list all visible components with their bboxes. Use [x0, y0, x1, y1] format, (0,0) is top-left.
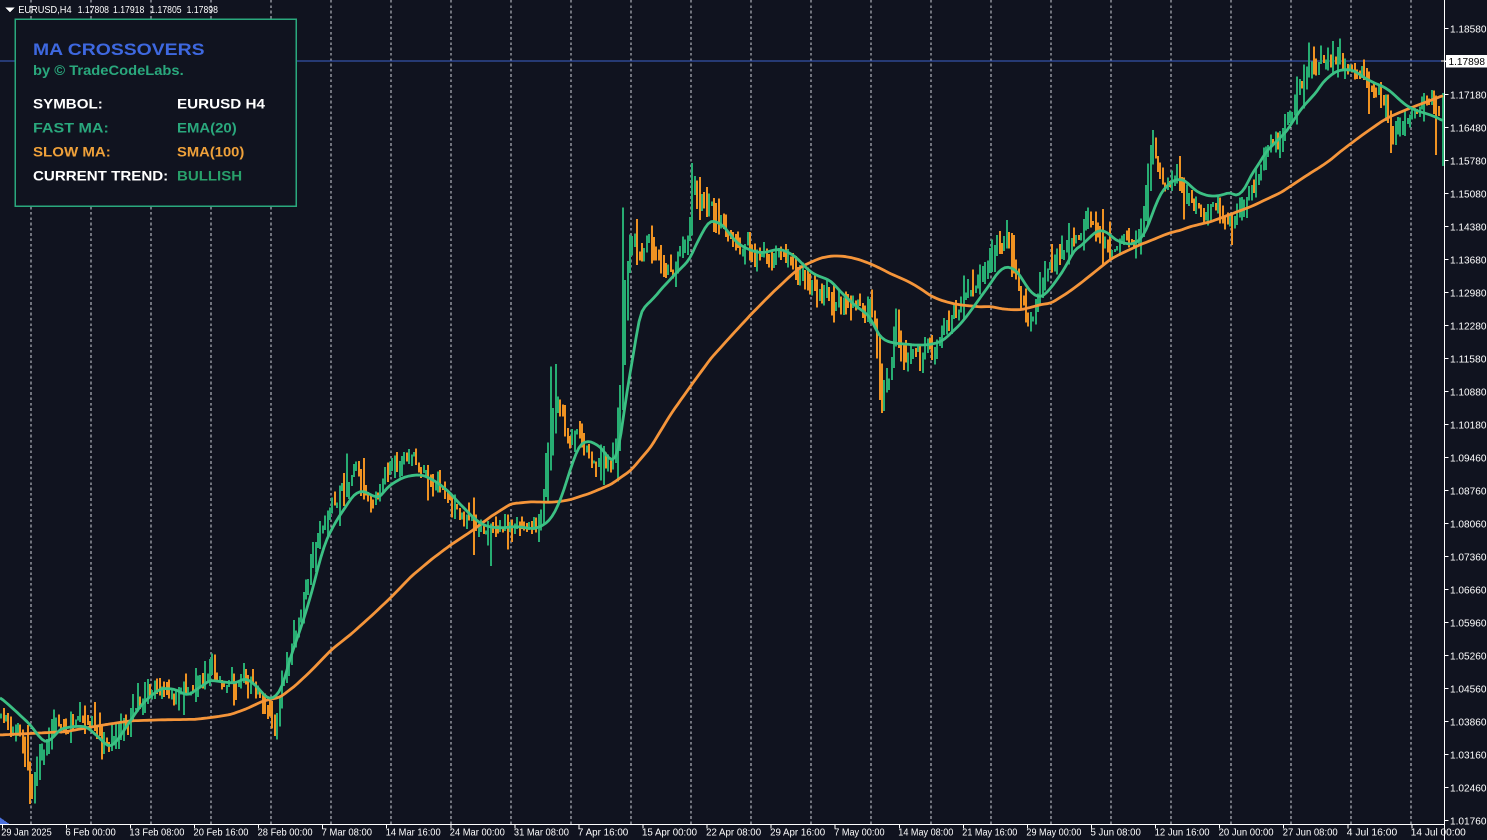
- svg-text:22 Apr 08:00: 22 Apr 08:00: [706, 827, 761, 839]
- svg-text:5 Jun 08:00: 5 Jun 08:00: [1091, 827, 1142, 839]
- svg-text:1.03160: 1.03160: [1450, 750, 1487, 762]
- svg-text:6 Feb 00:00: 6 Feb 00:00: [65, 827, 116, 839]
- svg-text:SMA(100): SMA(100): [177, 144, 244, 160]
- svg-text:1.15780: 1.15780: [1450, 156, 1487, 168]
- svg-text:1.06660: 1.06660: [1450, 585, 1487, 597]
- svg-text:28 Feb 00:00: 28 Feb 00:00: [258, 827, 313, 839]
- svg-text:7 May 00:00: 7 May 00:00: [834, 827, 885, 839]
- svg-text:1.04560: 1.04560: [1450, 684, 1487, 696]
- svg-text:29 May 00:00: 29 May 00:00: [1026, 827, 1081, 839]
- svg-text:1.12280: 1.12280: [1450, 321, 1487, 333]
- svg-text:12 Jun 16:00: 12 Jun 16:00: [1155, 827, 1210, 839]
- svg-text:4 Jul 16:00: 4 Jul 16:00: [1347, 827, 1398, 839]
- svg-text:SYMBOL:: SYMBOL:: [33, 96, 103, 112]
- svg-text:1.16480: 1.16480: [1450, 123, 1487, 135]
- svg-text:1.07360: 1.07360: [1450, 552, 1487, 564]
- svg-text:1.17918: 1.17918: [113, 4, 144, 16]
- svg-text:21 May 16:00: 21 May 16:00: [962, 827, 1017, 839]
- svg-text:1.12980: 1.12980: [1450, 288, 1487, 300]
- svg-text:SLOW MA:: SLOW MA:: [33, 144, 111, 160]
- svg-text:1.02460: 1.02460: [1450, 783, 1487, 795]
- svg-text:1.09460: 1.09460: [1450, 453, 1487, 465]
- svg-text:1.18580: 1.18580: [1450, 24, 1487, 36]
- svg-text:1.05260: 1.05260: [1450, 651, 1487, 663]
- svg-text:1.17805: 1.17805: [150, 4, 181, 16]
- svg-text:by © TradeCodeLabs.: by © TradeCodeLabs.: [33, 62, 184, 78]
- svg-text:14 Jul 00:00: 14 Jul 00:00: [1411, 827, 1466, 839]
- svg-text:7 Mar 08:00: 7 Mar 08:00: [322, 827, 373, 839]
- svg-text:CURRENT TREND:: CURRENT TREND:: [33, 168, 168, 184]
- svg-text:1.08760: 1.08760: [1450, 486, 1487, 498]
- svg-text:14 Mar 16:00: 14 Mar 16:00: [386, 827, 441, 839]
- svg-text:1.10180: 1.10180: [1450, 420, 1487, 432]
- svg-text:20 Jun 00:00: 20 Jun 00:00: [1219, 827, 1274, 839]
- svg-text:1.14380: 1.14380: [1450, 222, 1487, 234]
- svg-text:MA CROSSOVERS: MA CROSSOVERS: [33, 41, 205, 59]
- svg-text:1.17898: 1.17898: [1449, 56, 1486, 68]
- svg-text:1.10880: 1.10880: [1450, 387, 1487, 399]
- svg-text:29 Jan 2025: 29 Jan 2025: [1, 827, 52, 839]
- svg-text:1.05960: 1.05960: [1450, 618, 1487, 630]
- svg-text:31 Mar 08:00: 31 Mar 08:00: [514, 827, 569, 839]
- svg-text:1.17808: 1.17808: [78, 4, 109, 16]
- svg-text:1.08060: 1.08060: [1450, 519, 1487, 531]
- svg-text:14 May 08:00: 14 May 08:00: [898, 827, 953, 839]
- svg-text:15 Apr 00:00: 15 Apr 00:00: [642, 827, 697, 839]
- svg-text:EURUSD,H4: EURUSD,H4: [18, 4, 72, 16]
- svg-text:EMA(20): EMA(20): [177, 120, 237, 136]
- svg-text:24 Mar 00:00: 24 Mar 00:00: [450, 827, 505, 839]
- svg-text:20 Feb 16:00: 20 Feb 16:00: [194, 827, 249, 839]
- svg-text:FAST MA:: FAST MA:: [33, 120, 109, 136]
- svg-text:EURUSD H4: EURUSD H4: [177, 96, 265, 112]
- svg-text:1.01760: 1.01760: [1450, 816, 1487, 828]
- svg-text:1.03860: 1.03860: [1450, 717, 1487, 729]
- svg-text:29 Apr 16:00: 29 Apr 16:00: [770, 827, 825, 839]
- svg-text:27 Jun 08:00: 27 Jun 08:00: [1283, 827, 1338, 839]
- svg-text:BULLISH: BULLISH: [177, 168, 242, 184]
- svg-text:13 Feb 08:00: 13 Feb 08:00: [129, 827, 184, 839]
- svg-text:7 Apr 16:00: 7 Apr 16:00: [578, 827, 629, 839]
- svg-text:1.17180: 1.17180: [1450, 90, 1487, 102]
- svg-text:1.11580: 1.11580: [1450, 354, 1487, 366]
- svg-text:1.17898: 1.17898: [187, 4, 218, 16]
- svg-text:1.13680: 1.13680: [1450, 255, 1487, 267]
- svg-text:1.15080: 1.15080: [1450, 189, 1487, 201]
